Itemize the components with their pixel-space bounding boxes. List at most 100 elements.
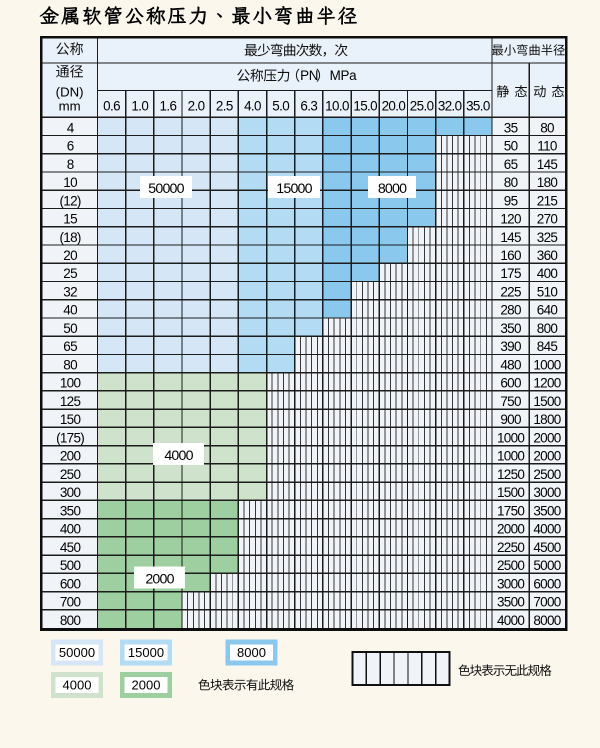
svg-text:50000: 50000 [148,181,184,197]
svg-text:mm: mm [59,98,81,113]
svg-text:250: 250 [60,467,81,482]
svg-text:2.0: 2.0 [188,99,205,114]
svg-text:150: 150 [60,412,81,427]
svg-text:480: 480 [500,358,521,373]
svg-text:2000: 2000 [132,678,161,693]
svg-text:325: 325 [537,230,558,245]
svg-text:4000: 4000 [533,522,560,537]
svg-text:32: 32 [63,285,77,300]
svg-text:400: 400 [60,522,81,537]
svg-text:4000: 4000 [497,613,524,628]
svg-text:0.6: 0.6 [103,99,120,114]
svg-text:125: 125 [60,394,81,409]
svg-text:40: 40 [63,303,77,318]
svg-text:2000: 2000 [533,449,560,464]
svg-text:2500: 2500 [533,467,560,482]
svg-text:8: 8 [67,157,74,172]
svg-text:160: 160 [500,248,521,263]
svg-text:5.0: 5.0 [272,99,289,114]
svg-text:2500: 2500 [497,558,524,573]
svg-text:PN: PN [300,68,318,83]
svg-text:700: 700 [60,595,81,610]
svg-text:1750: 1750 [497,503,524,518]
svg-text:25: 25 [63,266,77,281]
svg-text:2.5: 2.5 [216,99,233,114]
svg-text:300: 300 [60,485,81,500]
svg-text:390: 390 [500,339,521,354]
svg-text:15: 15 [63,212,77,227]
svg-text:800: 800 [60,613,81,628]
svg-text:350: 350 [60,503,81,518]
svg-text:20.0: 20.0 [382,99,406,114]
svg-text:2000: 2000 [497,522,524,537]
svg-text:1000: 1000 [497,430,524,445]
svg-text:215: 215 [537,193,558,208]
svg-text:450: 450 [60,540,81,555]
svg-text:600: 600 [60,576,81,591]
svg-text:1000: 1000 [533,358,560,373]
svg-text:4000: 4000 [164,448,193,464]
svg-text:750: 750 [500,394,521,409]
svg-text:50000: 50000 [59,645,95,660]
svg-text:32.0: 32.0 [438,99,462,114]
svg-text:175: 175 [500,266,521,281]
svg-text:900: 900 [500,412,521,427]
svg-text:1200: 1200 [533,376,560,391]
svg-text:4: 4 [67,120,75,135]
svg-text:(175): (175) [56,430,84,445]
svg-text:845: 845 [537,339,558,354]
svg-text:35.0: 35.0 [466,99,490,114]
svg-text:100: 100 [60,376,81,391]
svg-text:80: 80 [504,175,518,190]
svg-text:110: 110 [537,139,557,154]
svg-text:65: 65 [63,339,77,354]
svg-text:8000: 8000 [378,181,407,197]
svg-text:15.0: 15.0 [353,99,377,114]
svg-text:50: 50 [504,139,518,154]
svg-text:145: 145 [537,157,558,172]
svg-text:20: 20 [63,248,77,263]
svg-text:360: 360 [537,248,558,263]
svg-text:50: 50 [63,321,77,336]
svg-text:80: 80 [63,358,77,373]
svg-text:10: 10 [63,175,77,190]
svg-text:640: 640 [537,303,558,318]
svg-text:(12): (12) [59,193,80,208]
svg-text:65: 65 [504,157,518,172]
svg-text:8000: 8000 [237,645,266,660]
svg-text:1800: 1800 [533,412,560,427]
svg-text:5000: 5000 [533,558,560,573]
svg-text:(18): (18) [59,230,80,245]
svg-text:8000: 8000 [533,613,560,628]
svg-text:1.0: 1.0 [131,99,148,114]
svg-text:510: 510 [537,285,558,300]
svg-text:MPa: MPa [330,68,357,83]
svg-text:95: 95 [504,193,518,208]
svg-text:225: 225 [500,285,521,300]
svg-text:500: 500 [60,558,81,573]
svg-text:1000: 1000 [497,449,524,464]
svg-text:600: 600 [500,376,521,391]
svg-text:6.3: 6.3 [300,99,317,114]
svg-text:2000: 2000 [533,430,560,445]
svg-text:3000: 3000 [497,576,524,591]
svg-text:1250: 1250 [497,467,524,482]
svg-text:800: 800 [537,321,558,336]
svg-text:4000: 4000 [63,678,92,693]
svg-text:6: 6 [67,139,74,154]
svg-text:25.0: 25.0 [410,99,434,114]
svg-text:3000: 3000 [533,485,560,500]
svg-text:145: 145 [500,230,521,245]
svg-text:3500: 3500 [533,503,560,518]
svg-text:2250: 2250 [497,540,524,555]
svg-text:(DN): (DN) [56,85,84,100]
svg-text:4.0: 4.0 [244,99,261,114]
svg-text:350: 350 [500,321,521,336]
svg-text:4500: 4500 [533,540,560,555]
svg-text:400: 400 [537,266,558,281]
svg-text:1500: 1500 [497,485,524,500]
svg-text:80: 80 [540,120,554,135]
svg-text:35: 35 [504,120,518,135]
svg-text:7000: 7000 [533,595,560,610]
svg-text:180: 180 [537,175,558,190]
